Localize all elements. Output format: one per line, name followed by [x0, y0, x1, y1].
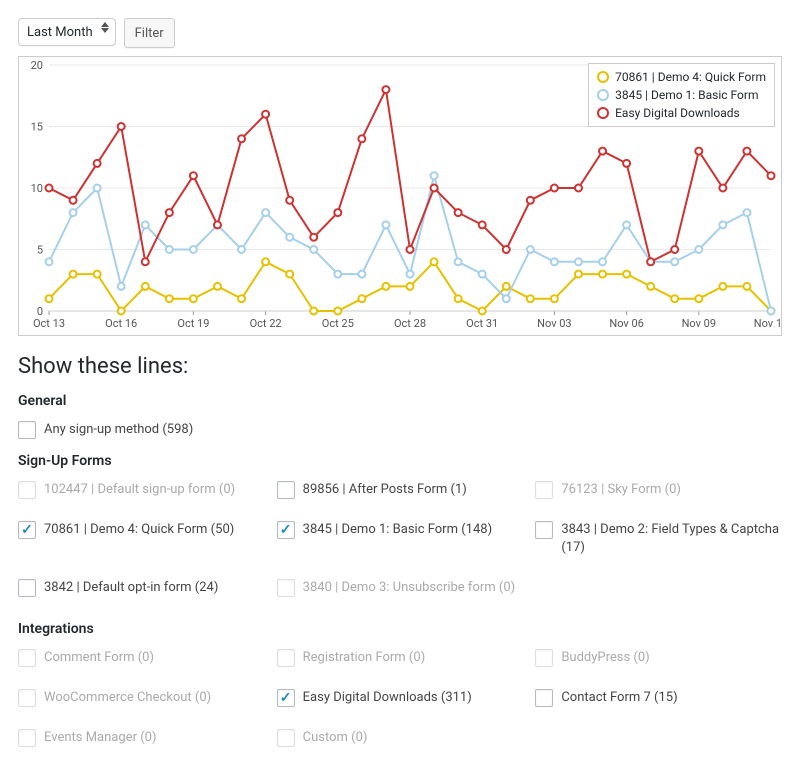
checkbox-label: BuddyPress (0) — [561, 649, 649, 667]
svg-text:20: 20 — [31, 59, 43, 72]
checkbox-label: Comment Form (0) — [44, 649, 154, 667]
checkbox[interactable] — [18, 521, 36, 539]
checkbox — [535, 649, 553, 667]
legend-label: Easy Digital Downloads — [615, 106, 740, 120]
checkbox-label: WooCommerce Checkout (0) — [44, 689, 211, 707]
chart-container: 05101520Oct 13Oct 16Oct 19Oct 22Oct 25Oc… — [18, 56, 782, 336]
legend-label: 70861 | Demo 4: Quick Form — [615, 70, 766, 84]
checkbox-row: 3842 | Default opt-in form (24) — [18, 579, 265, 597]
svg-text:Oct 28: Oct 28 — [394, 317, 426, 330]
svg-text:10: 10 — [31, 182, 43, 195]
checkbox — [277, 649, 295, 667]
checkbox-row: Easy Digital Downloads (311) — [277, 689, 524, 707]
groups-container: General Any sign-up method (598) Sign-Up F… — [18, 393, 782, 757]
checkbox-row: 3843 | Demo 2: Field Types & Captcha (17… — [535, 521, 782, 557]
checkbox — [18, 729, 36, 747]
group-grid: 102447 | Default sign-up form (0) 89856 |… — [18, 481, 782, 607]
checkbox-row: WooCommerce Checkout (0) — [18, 689, 265, 707]
checkbox-label: 89856 | After Posts Form (1) — [303, 481, 467, 499]
lines-section-title: Show these lines: — [18, 354, 782, 379]
group-title: Sign-Up Forms — [18, 453, 782, 469]
svg-text:Nov 06: Nov 06 — [609, 317, 643, 330]
checkbox[interactable] — [18, 421, 36, 439]
checkbox-label: Custom (0) — [303, 729, 368, 747]
checkbox[interactable] — [535, 521, 553, 539]
group-title: General — [18, 393, 782, 409]
checkbox[interactable] — [18, 579, 36, 597]
checkbox — [18, 689, 36, 707]
checkbox-row: 89856 | After Posts Form (1) — [277, 481, 524, 499]
filter-button[interactable]: Filter — [124, 18, 175, 48]
checkbox-row: 3840 | Demo 3: Unsubscribe form (0) — [277, 579, 524, 597]
chevron-updown-icon — [101, 22, 109, 33]
checkbox-label: 3840 | Demo 3: Unsubscribe form (0) — [303, 579, 516, 597]
toolbar: Last Month Filter — [18, 18, 782, 48]
checkbox-row: Any sign-up method (598) — [18, 421, 782, 439]
legend-item: 3845 | Demo 1: Basic Form — [597, 86, 766, 104]
svg-text:15: 15 — [31, 121, 43, 134]
checkbox[interactable] — [277, 481, 295, 499]
legend-swatch-icon — [597, 107, 609, 119]
checkbox-row: 102447 | Default sign-up form (0) — [18, 481, 265, 499]
checkbox-label: 76123 | Sky Form (0) — [561, 481, 681, 499]
legend-swatch-icon — [597, 89, 609, 101]
checkbox-label: Any sign-up method (598) — [44, 421, 193, 439]
checkbox-label: Easy Digital Downloads (311) — [303, 689, 472, 707]
checkbox-row: Events Manager (0) — [18, 729, 265, 747]
checkbox-row — [535, 579, 782, 597]
checkbox-label: 3842 | Default opt-in form (24) — [44, 579, 218, 597]
legend-item: 70861 | Demo 4: Quick Form — [597, 68, 766, 86]
chart-legend: 70861 | Demo 4: Quick Form 3845 | Demo 1:… — [588, 63, 775, 127]
checkbox-label: 102447 | Default sign-up form (0) — [44, 481, 235, 499]
checkbox-label: 3845 | Demo 1: Basic Form (148) — [303, 521, 492, 539]
svg-text:Oct 13: Oct 13 — [33, 317, 65, 330]
svg-text:Nov 12: Nov 12 — [754, 317, 781, 330]
svg-text:Oct 31: Oct 31 — [466, 317, 498, 330]
checkbox-label: 3843 | Demo 2: Field Types & Captcha (17… — [561, 521, 782, 557]
legend-label: 3845 | Demo 1: Basic Form — [615, 88, 758, 102]
checkbox-row: 70861 | Demo 4: Quick Form (50) — [18, 521, 265, 557]
checkbox — [277, 579, 295, 597]
svg-text:Oct 16: Oct 16 — [105, 317, 137, 330]
checkbox — [535, 481, 553, 499]
date-range-select[interactable]: Last Month — [18, 18, 116, 46]
group-grid: Any sign-up method (598) — [18, 421, 782, 439]
checkbox-row: Contact Form 7 (15) — [535, 689, 782, 707]
checkbox-row: BuddyPress (0) — [535, 649, 782, 667]
group-grid: Comment Form (0) Registration Form (0) Bud… — [18, 649, 782, 757]
checkbox-row: Custom (0) — [277, 729, 524, 747]
checkbox-row: Comment Form (0) — [18, 649, 265, 667]
svg-text:Nov 09: Nov 09 — [682, 317, 716, 330]
svg-text:Nov 03: Nov 03 — [537, 317, 571, 330]
svg-text:Oct 19: Oct 19 — [177, 317, 209, 330]
legend-swatch-icon — [597, 71, 609, 83]
svg-text:Oct 25: Oct 25 — [322, 317, 354, 330]
legend-item: Easy Digital Downloads — [597, 104, 766, 122]
checkbox-row: 76123 | Sky Form (0) — [535, 481, 782, 499]
filter-button-label: Filter — [135, 26, 164, 41]
checkbox-label: Events Manager (0) — [44, 729, 156, 747]
date-range-value: Last Month — [27, 25, 93, 40]
checkbox — [18, 481, 36, 499]
checkbox-label: Registration Form (0) — [303, 649, 426, 667]
checkbox-row: Registration Form (0) — [277, 649, 524, 667]
checkbox — [277, 729, 295, 747]
group-title: Integrations — [18, 621, 782, 637]
checkbox-label: Contact Form 7 (15) — [561, 689, 677, 707]
svg-text:Oct 22: Oct 22 — [250, 317, 282, 330]
checkbox[interactable] — [535, 689, 553, 707]
checkbox-label: 70861 | Demo 4: Quick Form (50) — [44, 521, 234, 539]
svg-text:5: 5 — [37, 244, 43, 257]
checkbox — [18, 649, 36, 667]
checkbox-row: 3845 | Demo 1: Basic Form (148) — [277, 521, 524, 557]
checkbox[interactable] — [277, 521, 295, 539]
checkbox-row — [535, 729, 782, 747]
checkbox[interactable] — [277, 689, 295, 707]
